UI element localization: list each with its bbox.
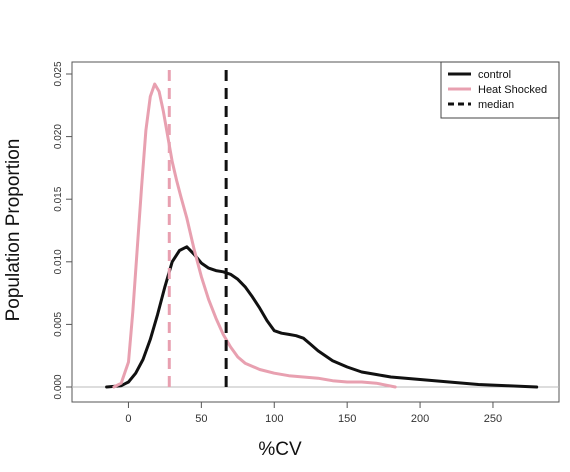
x-tick-label: 150: [338, 413, 356, 425]
plot-frame: [71, 61, 560, 403]
series-line-control: [105, 245, 539, 389]
y-tick-label: 0.020: [53, 124, 64, 149]
legend: control Heat Shocked median: [440, 61, 560, 119]
y-axis-title: Population Proportion: [3, 139, 24, 322]
series-line-heat-shocked: [112, 82, 397, 389]
x-tick-label: 200: [411, 413, 429, 425]
legend-label-median: median: [478, 99, 514, 111]
x-tick-label: 0: [125, 413, 131, 425]
x-axis-title: %CV: [258, 439, 302, 460]
x-tick-label: 50: [195, 413, 207, 425]
y-tick-label: 0.015: [53, 186, 64, 211]
legend-label-control: control: [478, 69, 511, 81]
x-tick-label: 100: [265, 413, 283, 425]
y-tick-label: 0.005: [53, 311, 64, 336]
x-tick-label: 250: [484, 413, 502, 425]
y-tick-label: 0.025: [53, 61, 64, 86]
y-tick-label: 0.010: [53, 249, 64, 274]
legend-label-heat-shocked: Heat Shocked: [478, 84, 547, 96]
y-tick-label: 0.000: [53, 374, 64, 399]
